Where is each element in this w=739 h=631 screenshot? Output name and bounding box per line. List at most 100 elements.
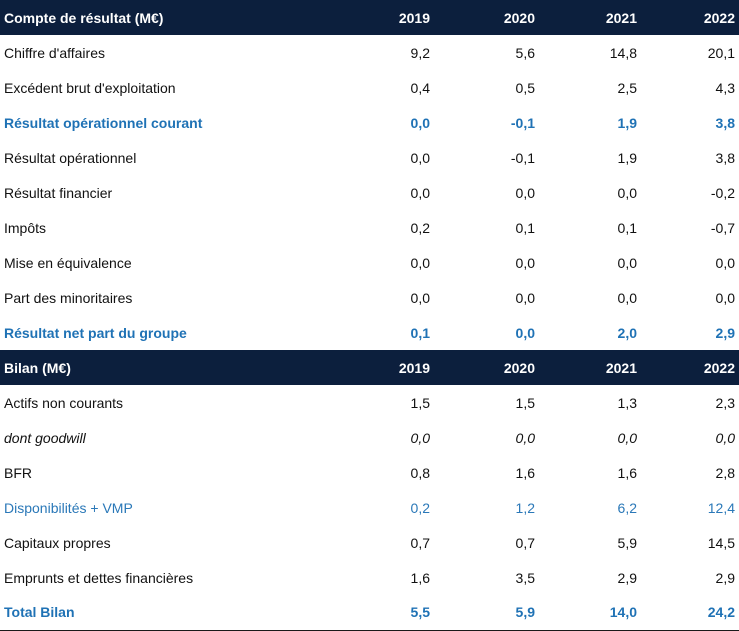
row-label: Mise en équivalence	[4, 254, 132, 271]
row-value: 4,3	[715, 79, 735, 96]
row-value: -0,1	[510, 114, 535, 131]
row-value: 5,6	[515, 44, 535, 61]
row-value: 1,3	[617, 394, 637, 411]
row-label: Résultat opérationnel	[4, 149, 137, 166]
row-value: 0,0	[515, 289, 535, 306]
row-value: 1,9	[617, 149, 637, 166]
row-value: 2,9	[715, 324, 735, 341]
row-value: 14,8	[609, 44, 637, 61]
row-value: 14,0	[539, 595, 641, 631]
section-header-row: Bilan (M€) 2019 2020 2021 2022	[0, 350, 739, 385]
row-value: 12,4	[707, 499, 735, 516]
row-value: 6,2	[617, 499, 637, 516]
row-value: 0,7	[515, 534, 535, 551]
row-label: Part des minoritaires	[4, 289, 133, 306]
year-header: 2022	[641, 350, 739, 385]
row-label: Disponibilités + VMP	[4, 499, 133, 516]
row-value: 9,2	[410, 44, 430, 61]
table-row: Part des minoritaires 0,0 0,0 0,0 0,0	[0, 280, 739, 315]
table-row: Chiffre d'affaires 9,2 5,6 14,8 20,1	[0, 35, 739, 70]
row-value: 0,0	[410, 114, 430, 131]
row-label: Emprunts et dettes financières	[4, 569, 194, 586]
year-header: 2020	[434, 350, 539, 385]
row-label: Impôts	[4, 219, 47, 236]
row-value: 1,6	[617, 464, 637, 481]
row-value: 0,0	[515, 324, 535, 341]
row-value: -0,2	[710, 184, 735, 201]
row-label: Actifs non courants	[4, 394, 124, 411]
row-value: 2,5	[617, 79, 637, 96]
table-row: Résultat opérationnel courant 0,0 -0,1 1,9 3…	[0, 105, 739, 140]
row-value: 0,1	[515, 219, 535, 236]
row-value: 0,0	[515, 254, 535, 271]
row-value: 2,3	[715, 394, 735, 411]
row-label: Résultat financier	[4, 184, 113, 201]
row-value: 0,5	[515, 79, 535, 96]
table-row: Capitaux propres 0,7 0,7 5,9 14,5	[0, 525, 739, 560]
row-value: 0,2	[410, 219, 430, 236]
year-header: 2019	[334, 0, 434, 35]
row-value: 14,5	[707, 534, 735, 551]
row-value: 1,9	[617, 114, 637, 131]
row-value: 0,0	[515, 184, 535, 201]
row-value: 2,9	[715, 569, 735, 586]
row-value: 3,5	[515, 569, 535, 586]
row-value: 0,1	[410, 324, 430, 341]
table-row: Résultat net part du groupe 0,1 0,0 2,0 2,9	[0, 315, 739, 350]
row-value: 2,0	[617, 324, 637, 341]
year-header: 2021	[539, 350, 641, 385]
table-row: Résultat financier 0,0 0,0 0,0 -0,2	[0, 175, 739, 210]
row-label: Capitaux propres	[4, 534, 111, 551]
row-value: 5,9	[617, 534, 637, 551]
row-value: -0,1	[510, 149, 535, 166]
row-label: BFR	[4, 464, 32, 481]
table-row: Emprunts et dettes financières 1,6 3,5 2,9 2…	[0, 560, 739, 595]
row-value: 0,0	[410, 429, 430, 446]
section-header-row: Compte de résultat (M€) 2019 2020 2021 2022	[0, 0, 739, 35]
row-label: Résultat net part du groupe	[4, 324, 187, 341]
row-value: 0,7	[410, 534, 430, 551]
row-value: 0,0	[715, 289, 735, 306]
row-value: 0,0	[617, 289, 637, 306]
table-row: Disponibilités + VMP 0,2 1,2 6,2 12,4	[0, 490, 739, 525]
row-value: 20,1	[707, 44, 735, 61]
row-value: 0,0	[617, 184, 637, 201]
row-value: 0,0	[410, 254, 430, 271]
row-value: 1,2	[515, 499, 535, 516]
row-value: 0,0	[715, 429, 735, 446]
row-value: 1,5	[515, 394, 535, 411]
table-row: Actifs non courants 1,5 1,5 1,3 2,3	[0, 385, 739, 420]
row-value: 1,5	[410, 394, 430, 411]
row-value: 0,0	[617, 429, 637, 446]
row-value: 0,4	[410, 79, 430, 96]
table-row: Excédent brut d'exploitation 0,4 0,5 2,5 4,3	[0, 70, 739, 105]
row-value: -0,7	[710, 219, 735, 236]
row-label: Excédent brut d'exploitation	[4, 79, 176, 96]
year-header: 2020	[434, 0, 539, 35]
row-value: 2,9	[617, 569, 637, 586]
row-value: 0,8	[410, 464, 430, 481]
row-value: 3,8	[715, 114, 735, 131]
row-value: 0,1	[617, 219, 637, 236]
table-row: Total Bilan 5,5 5,9 14,0 24,2	[0, 595, 739, 631]
table-row: BFR 0,8 1,6 1,6 2,8	[0, 455, 739, 490]
row-value: 0,0	[410, 149, 430, 166]
row-value: 5,5	[334, 595, 434, 631]
row-label: Chiffre d'affaires	[4, 44, 105, 61]
year-header: 2021	[539, 0, 641, 35]
section-title: Bilan (M€)	[0, 350, 334, 385]
row-value: 0,0	[617, 254, 637, 271]
row-value: 1,6	[515, 464, 535, 481]
row-value: 3,8	[715, 149, 735, 166]
table-row: Résultat opérationnel 0,0 -0,1 1,9 3,8	[0, 140, 739, 175]
table-row: Impôts 0,2 0,1 0,1 -0,7	[0, 210, 739, 245]
row-value: 0,0	[410, 184, 430, 201]
row-value: 0,0	[410, 289, 430, 306]
year-header: 2019	[334, 350, 434, 385]
row-value: 1,6	[410, 569, 430, 586]
row-label: dont goodwill	[4, 429, 86, 446]
row-value: 5,9	[434, 595, 539, 631]
row-label: Résultat opérationnel courant	[4, 114, 203, 131]
